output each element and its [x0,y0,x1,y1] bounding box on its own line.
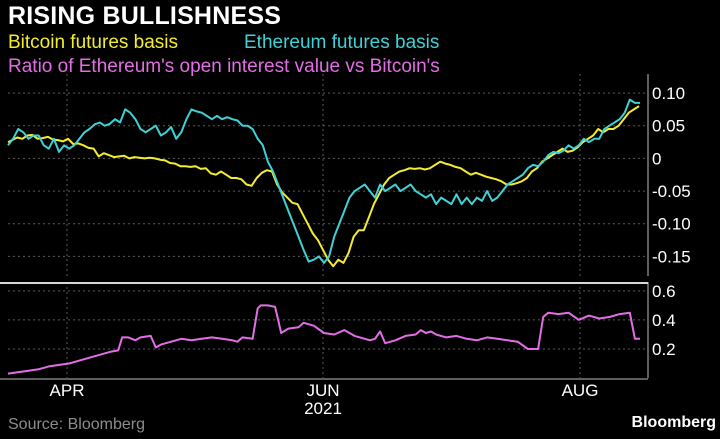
oi-ratio-line [7,304,640,375]
legend-oi-ratio: Ratio of Ethereum's open interest value … [8,56,440,77]
series-lines [7,98,640,375]
tick-labels: 0.10 0.05 0 -0.05 -0.10 -0.15 0.6 0.4 0.2 APR JUN A… [50,84,691,418]
lower-ytick-label: 0.4 [652,311,676,330]
xtick-label: AUG [562,381,599,400]
source-note: Source: Bloomberg [8,416,145,433]
lower-ytick-label: 0.2 [652,340,676,359]
upper-ytick-label: 0 [652,149,661,168]
year-label: 2021 [304,399,342,418]
ethereum-basis-line [7,98,640,264]
upper-ytick-label: 0.10 [652,84,685,103]
lower-ytick-label: 0.6 [652,282,676,301]
legend-bitcoin-basis: Bitcoin futures basis [8,32,179,53]
grid-lines [0,74,649,380]
legend-ethereum-basis: Ethereum futures basis [244,32,440,53]
xtick-label: JUN [306,381,339,400]
upper-ytick-label: -0.10 [652,215,691,234]
bitcoin-basis-line [7,105,640,268]
chart-title: RISING BULLISHNESS [8,2,282,30]
upper-ytick-label: 0.05 [652,117,685,136]
bloomberg-logo: Bloomberg [631,414,716,431]
upper-ytick-label: -0.15 [652,247,691,266]
xtick-label: APR [50,381,85,400]
upper-ytick-label: -0.05 [652,182,691,201]
